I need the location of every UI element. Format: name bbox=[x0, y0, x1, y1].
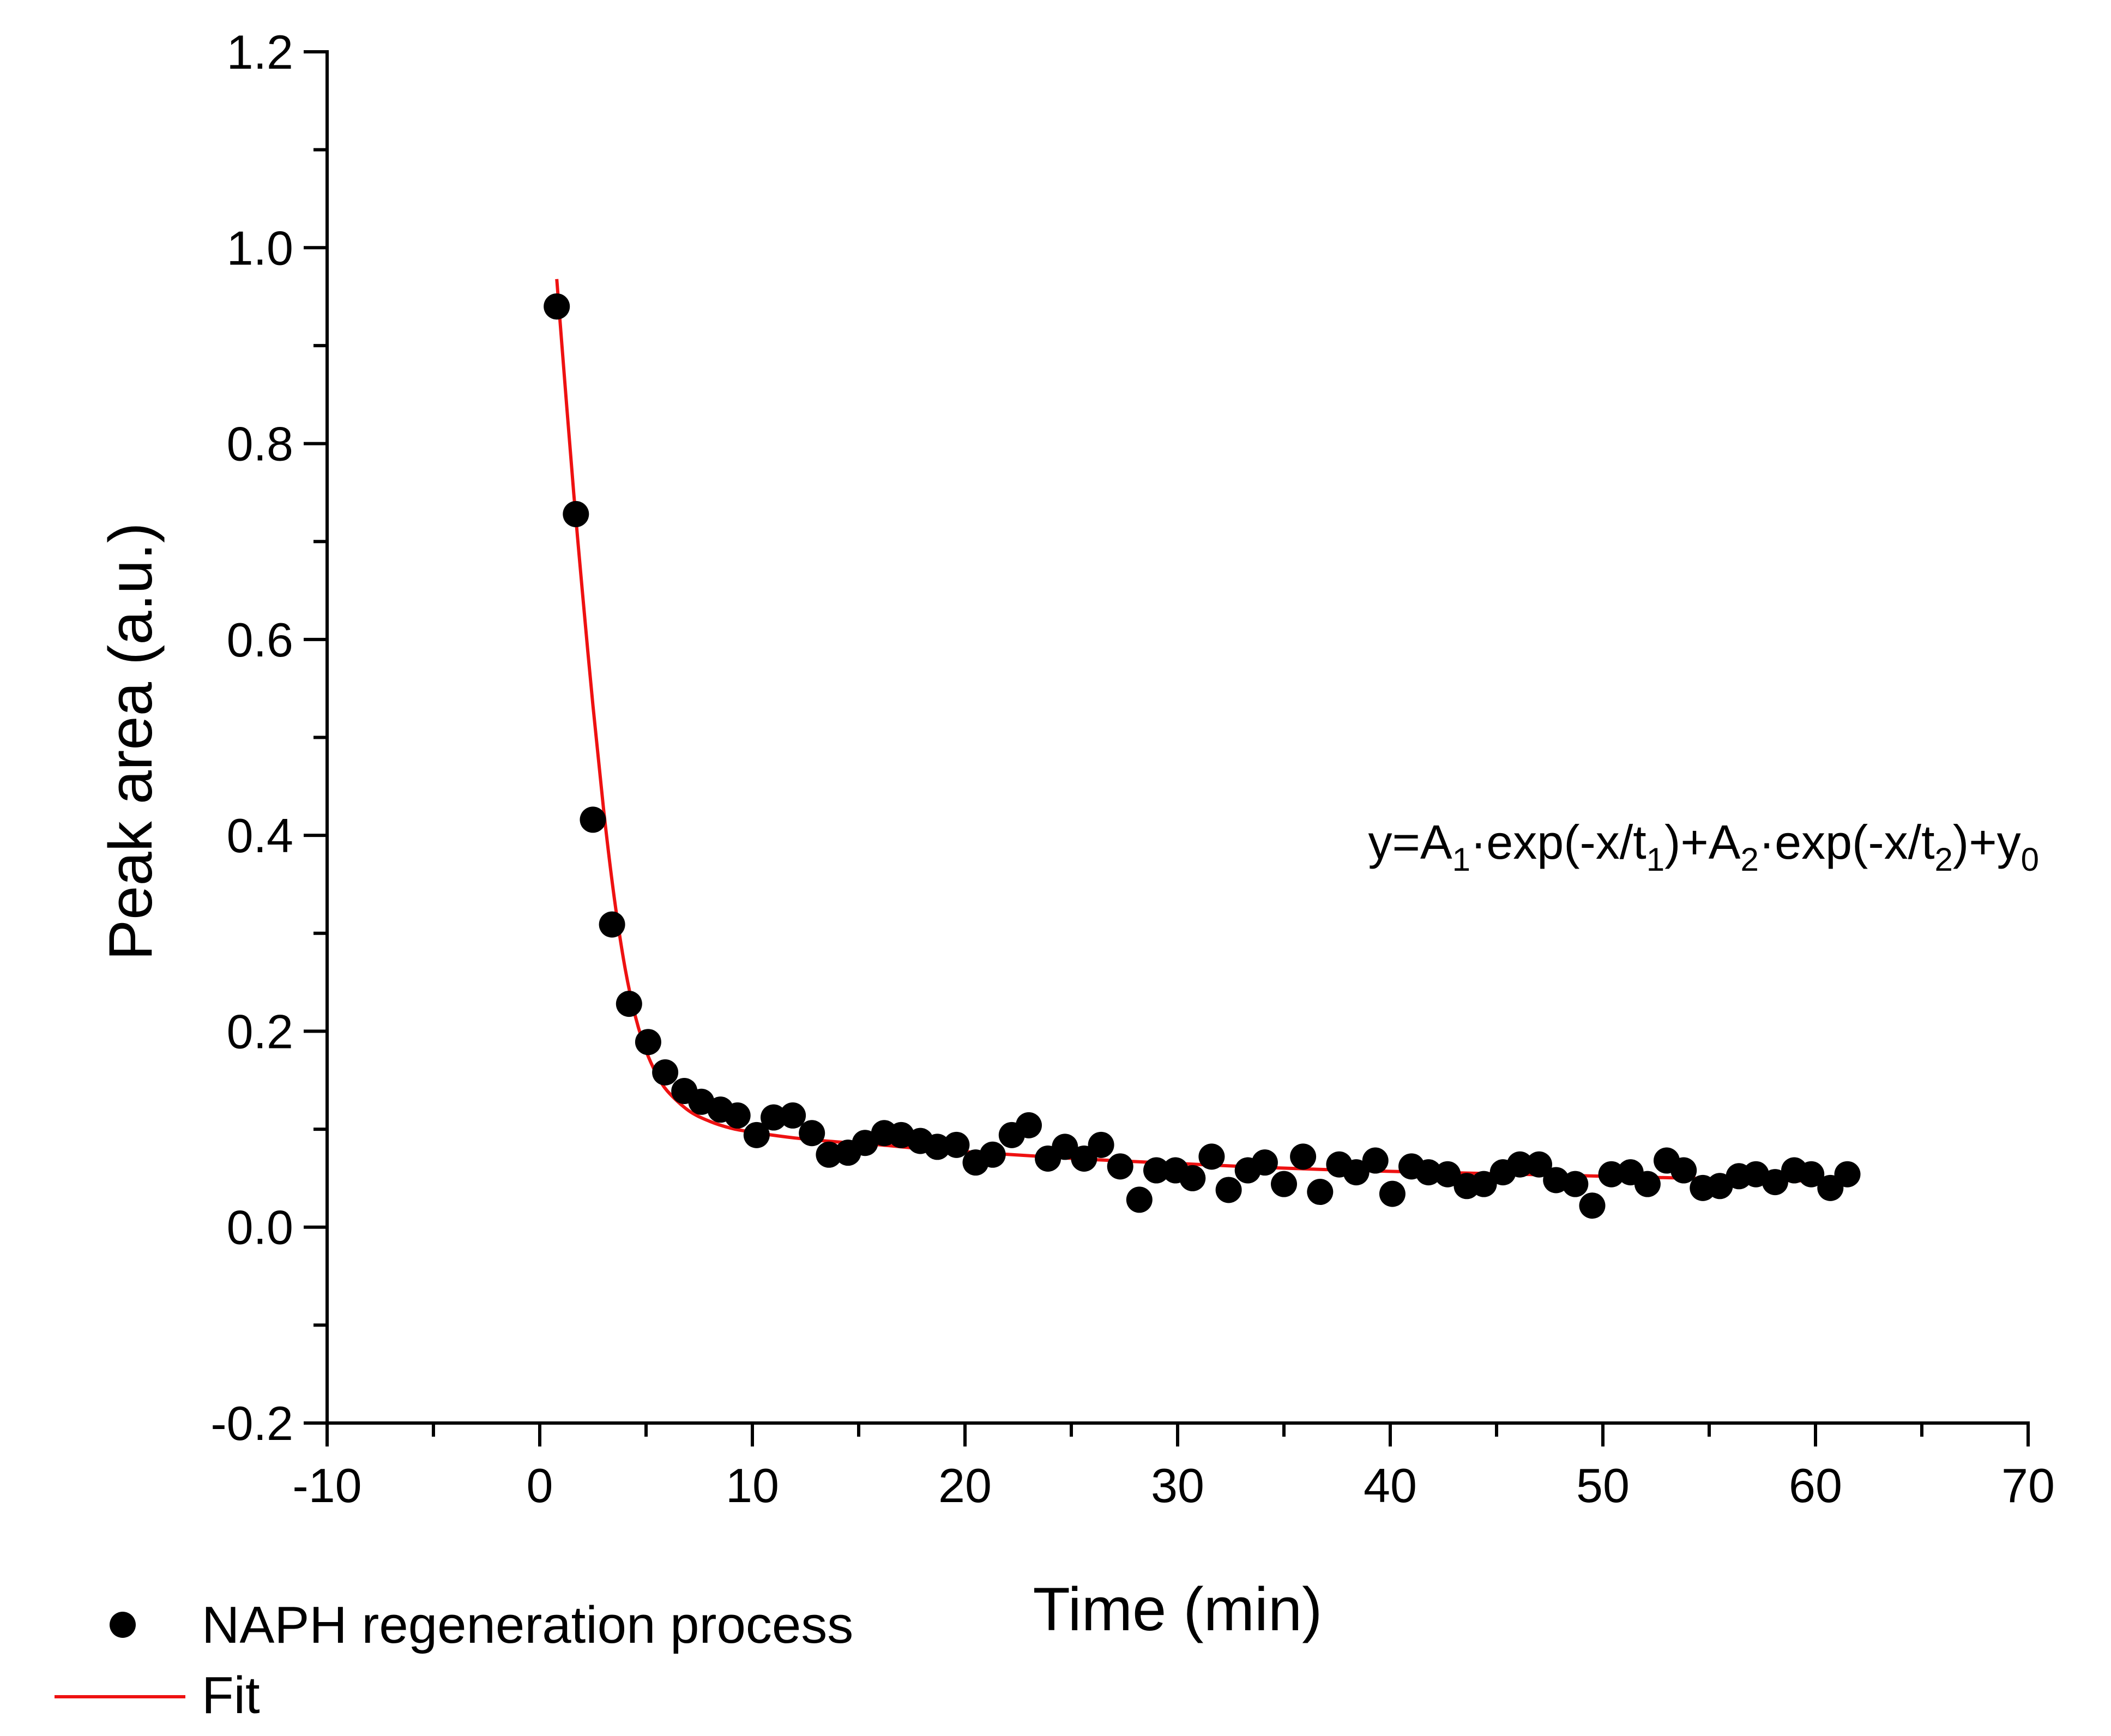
x-tick-label: 0 bbox=[527, 1458, 553, 1512]
data-point bbox=[1506, 1151, 1533, 1178]
data-point bbox=[1290, 1143, 1317, 1170]
x-tick-label: 70 bbox=[2001, 1458, 2055, 1512]
data-point bbox=[1251, 1149, 1278, 1176]
data-point bbox=[1670, 1157, 1697, 1184]
data-point bbox=[1762, 1169, 1788, 1196]
legend-label-scatter: NAPH regeneration process bbox=[202, 1596, 853, 1654]
axes bbox=[304, 50, 2030, 1446]
x-tick-label: 40 bbox=[1364, 1458, 1417, 1512]
data-point bbox=[1434, 1161, 1461, 1188]
data-point bbox=[743, 1122, 770, 1148]
scatter-series bbox=[544, 293, 1861, 1219]
data-point bbox=[761, 1104, 787, 1131]
y-tick-label: 0.8 bbox=[227, 417, 293, 471]
y-tick-label: -0.2 bbox=[210, 1396, 293, 1450]
data-point bbox=[1634, 1171, 1661, 1197]
data-point bbox=[599, 911, 625, 938]
data-point bbox=[1126, 1186, 1153, 1213]
fit-line bbox=[555, 279, 1854, 1184]
fit-series bbox=[555, 279, 1854, 1184]
x-tick-label: 50 bbox=[1576, 1458, 1630, 1512]
data-point bbox=[1016, 1112, 1042, 1138]
fit-equation: y=A1·exp(-x/t1)+A2·exp(-x/t2)+y0 bbox=[1368, 815, 2039, 878]
data-point bbox=[780, 1102, 806, 1129]
x-tick-label: 20 bbox=[938, 1458, 992, 1512]
data-point bbox=[979, 1141, 1006, 1168]
data-point bbox=[1271, 1171, 1297, 1197]
legend: NAPH regeneration process Fit bbox=[55, 1596, 853, 1725]
eq-part: ·exp(-x/t bbox=[1470, 815, 1646, 869]
data-point bbox=[1362, 1147, 1389, 1174]
x-tick-label: 30 bbox=[1151, 1458, 1204, 1512]
data-point bbox=[1052, 1134, 1078, 1160]
data-point bbox=[580, 806, 606, 833]
data-point bbox=[1579, 1192, 1606, 1219]
eq-subscript: 1 bbox=[1452, 841, 1470, 878]
x-axis-title: Time (min) bbox=[1033, 1575, 1323, 1643]
eq-part: ·exp(-x/t bbox=[1759, 815, 1935, 869]
eq-subscript: 2 bbox=[1935, 841, 1953, 878]
data-point bbox=[1143, 1157, 1169, 1184]
data-point bbox=[1215, 1177, 1242, 1203]
y-tick-label: 1.0 bbox=[227, 221, 293, 275]
legend-label-fit: Fit bbox=[202, 1666, 260, 1725]
data-point bbox=[1470, 1171, 1497, 1197]
data-point bbox=[1343, 1159, 1370, 1186]
eq-part: )+A bbox=[1664, 815, 1741, 869]
x-tick-label: 10 bbox=[726, 1458, 779, 1512]
data-point bbox=[943, 1131, 970, 1158]
data-point bbox=[1598, 1161, 1625, 1188]
legend-marker-scatter bbox=[110, 1612, 136, 1638]
y-tick-label: 0.4 bbox=[227, 809, 293, 863]
data-point bbox=[1415, 1159, 1442, 1186]
data-point bbox=[924, 1134, 951, 1160]
data-point bbox=[1198, 1143, 1225, 1170]
eq-subscript: 2 bbox=[1740, 841, 1758, 878]
data-point bbox=[1179, 1165, 1206, 1191]
data-point bbox=[652, 1059, 679, 1086]
data-point bbox=[1088, 1131, 1114, 1158]
y-tick-label: 0.6 bbox=[227, 613, 293, 667]
eq-part: y=A bbox=[1368, 815, 1452, 869]
data-point bbox=[1526, 1151, 1552, 1178]
tick-labels: -10 0 10 20 30 40 50 60 70-0.20.00.20.40.60.81.0… bbox=[210, 25, 2055, 1512]
data-point bbox=[616, 991, 642, 1017]
y-tick-label: 1.2 bbox=[227, 25, 293, 79]
data-point bbox=[1107, 1153, 1133, 1180]
y-axis-title: Peak area (a.u.) bbox=[96, 522, 165, 960]
y-tick-label: 0.2 bbox=[227, 1004, 293, 1058]
y-tick-label: 0.0 bbox=[227, 1201, 293, 1255]
data-point bbox=[563, 501, 589, 527]
data-point bbox=[1834, 1161, 1861, 1188]
x-tick-label: -10 bbox=[292, 1458, 361, 1512]
data-point bbox=[1798, 1161, 1825, 1188]
eq-part: )+y bbox=[1953, 815, 2021, 869]
x-tick-label: 60 bbox=[1789, 1458, 1842, 1512]
eq-subscript: 0 bbox=[2021, 841, 2039, 878]
data-point bbox=[799, 1120, 825, 1147]
data-point bbox=[635, 1029, 661, 1056]
data-point bbox=[1379, 1180, 1406, 1207]
data-point bbox=[1562, 1171, 1589, 1197]
data-point bbox=[544, 293, 570, 320]
data-point bbox=[816, 1141, 842, 1168]
data-point bbox=[1307, 1179, 1334, 1205]
data-point bbox=[724, 1102, 751, 1129]
eq-subscript: 1 bbox=[1646, 841, 1664, 878]
